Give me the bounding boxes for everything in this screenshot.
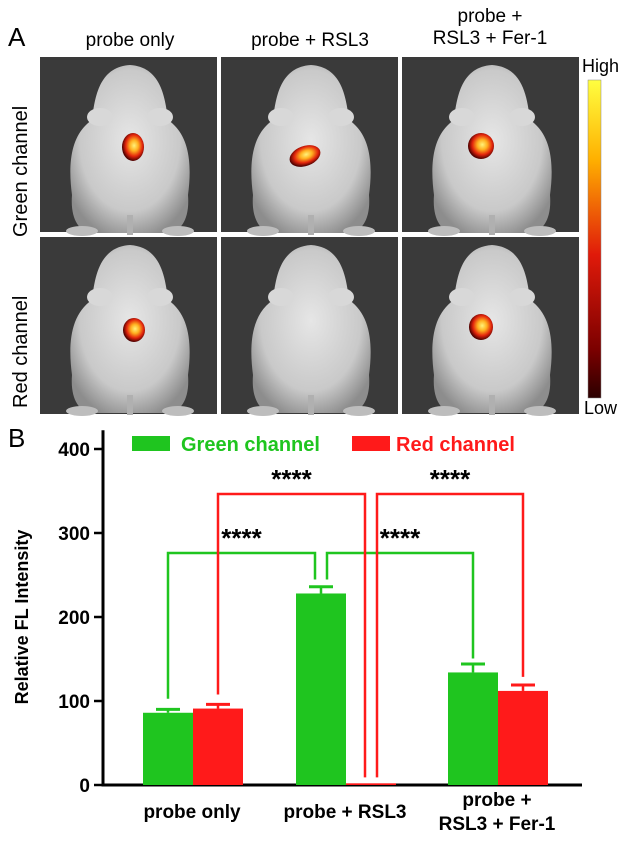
significance-label: ****: [271, 464, 312, 494]
significance-label: ****: [430, 464, 471, 494]
significance-label: ****: [221, 523, 262, 553]
y-tick-label: 300: [58, 524, 90, 545]
fluorescence-spot: [123, 318, 145, 342]
legend-swatch: [132, 436, 170, 451]
y-tick-label: 0: [79, 776, 90, 797]
y-axis-title: Relative FL Intensity: [12, 530, 32, 705]
bar-green-channel: [296, 593, 346, 785]
bar-green-channel: [448, 672, 498, 785]
x-category-label: probe +: [462, 790, 531, 811]
panel-a-label: A: [8, 22, 26, 52]
x-category-label: probe only: [143, 802, 241, 823]
significance-bracket: [216, 492, 367, 778]
significance-bracket: [325, 551, 475, 659]
y-tick-label: 200: [58, 608, 90, 629]
column-header-probe-rsl3: probe + RSL3: [220, 30, 400, 52]
column-header-probe-rsl3-fer1: probe + RSL3 + Fer-1: [400, 6, 580, 50]
imaging-grid: [40, 57, 602, 416]
x-category-label: probe + RSL3: [284, 802, 407, 823]
fluorescence-spot: [122, 133, 144, 161]
x-category-label: RSL3 + Fer-1: [439, 814, 556, 835]
bar-red-channel: [498, 690, 548, 785]
colorbar-low-label: Low: [584, 398, 618, 418]
fluorescence-spot: [469, 314, 493, 340]
column-header-line: probe + RSL3: [251, 30, 369, 51]
bar-red-channel: [346, 783, 396, 785]
y-tick-label: 100: [58, 692, 90, 713]
panel-b-label: B: [8, 423, 26, 453]
column-header-line: probe +: [457, 6, 523, 27]
column-header-probe-only: probe only: [40, 30, 220, 52]
bar-chart: 0 100 200 300 400 Relative FL Intensity probe …: [12, 430, 582, 835]
legend-label: Red channel: [396, 434, 515, 456]
significance-bracket: [166, 551, 317, 699]
column-header-line: RSL3 + Fer-1: [432, 28, 548, 49]
significance-label: ****: [380, 523, 421, 553]
column-header-line: probe only: [85, 30, 175, 51]
fluorescence-spot: [289, 145, 321, 167]
fluorescence-spot: [468, 133, 494, 159]
legend-label: Green channel: [181, 434, 320, 456]
legend-swatch: [352, 436, 390, 451]
significance-bracket: [375, 492, 525, 778]
y-tick-label: 400: [58, 440, 90, 461]
colorbar: [587, 79, 602, 399]
bar-red-channel: [193, 708, 243, 785]
colorbar-high-label: High: [582, 56, 620, 76]
bar-green-channel: [143, 712, 193, 785]
